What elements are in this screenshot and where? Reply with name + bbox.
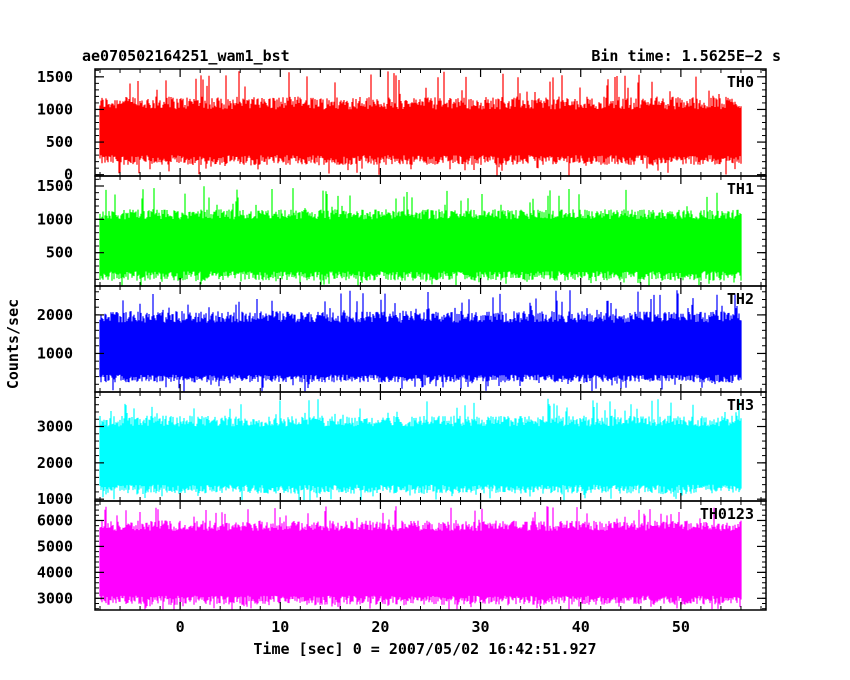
y-tick-label: 1000 — [37, 210, 73, 228]
bin-time-label: Bin time: 1.5625E−2 s — [591, 47, 781, 65]
y-axis-label: Counts/sec — [4, 299, 22, 389]
y-tick-label: 1000 — [37, 490, 73, 508]
y-tick-label: 1000 — [37, 344, 73, 362]
series-th1 — [99, 186, 742, 286]
x-tick-label: 50 — [672, 618, 690, 636]
channel-label-th3: TH3 — [727, 396, 754, 414]
y-tick-label: 1500 — [37, 177, 73, 195]
y-tick-label: 6000 — [37, 511, 73, 529]
y-tick-label: 1000 — [37, 100, 73, 118]
y-tick-label: 500 — [46, 133, 73, 151]
series-th0 — [99, 71, 742, 176]
channel-label-th1: TH1 — [727, 180, 754, 198]
y-tick-label: 0 — [64, 166, 73, 184]
y-tick-label: 4000 — [37, 563, 73, 581]
series-th2 — [99, 290, 742, 392]
x-tick-label: 10 — [271, 618, 289, 636]
channel-label-th0: TH0 — [727, 73, 754, 91]
plot-title: ae070502164251_wam1_bst — [82, 47, 290, 65]
panel-frame-th0123 — [94, 500, 767, 611]
y-tick-label: 3000 — [37, 589, 73, 607]
y-tick-label: 5000 — [37, 537, 73, 555]
y-tick-label: 3000 — [37, 418, 73, 436]
x-tick-label: 30 — [472, 618, 490, 636]
x-tick-label: 20 — [371, 618, 389, 636]
y-tick-label: 2000 — [37, 306, 73, 324]
x-axis-label: Time [sec] 0 = 2007/05/02 16:42:51.927 — [253, 640, 596, 658]
series-th0123 — [99, 506, 742, 610]
y-tick-label: 500 — [46, 244, 73, 262]
series-th3 — [99, 398, 742, 501]
y-tick-label: 2000 — [37, 454, 73, 472]
y-tick-label: 1500 — [37, 68, 73, 86]
channel-label-th2: TH2 — [727, 290, 754, 308]
channel-label-th0123: TH0123 — [700, 505, 754, 523]
x-tick-label: 0 — [176, 618, 185, 636]
x-tick-label: 40 — [572, 618, 590, 636]
